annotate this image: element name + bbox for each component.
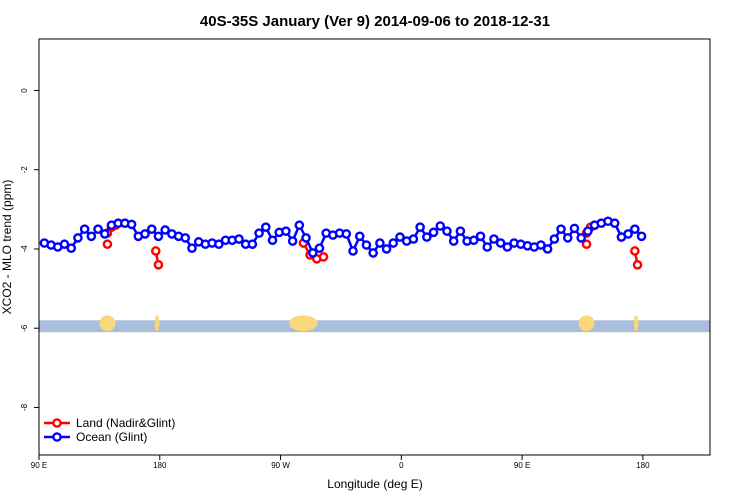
data-point <box>475 231 486 242</box>
data-point <box>187 243 197 253</box>
data-point <box>569 223 580 234</box>
data-point <box>542 244 553 254</box>
data-point <box>636 231 647 242</box>
data-point <box>294 220 305 231</box>
data-point <box>609 218 620 229</box>
data-point <box>556 224 566 234</box>
data-point <box>318 252 329 262</box>
data-point <box>307 248 318 258</box>
x-tick-label: 0 <box>399 461 404 470</box>
data-point <box>66 243 77 253</box>
data-point <box>126 219 137 230</box>
data-point <box>102 239 113 250</box>
land-patch <box>154 315 160 332</box>
data-point <box>442 226 452 236</box>
data-point <box>79 224 90 234</box>
data-point <box>153 231 164 242</box>
data-point <box>422 232 432 242</box>
data-point <box>448 236 459 246</box>
y-tick-label: -4 <box>20 245 29 253</box>
data-point <box>153 260 164 270</box>
data-point <box>160 225 170 235</box>
data-point <box>146 224 157 234</box>
data-point <box>73 233 83 243</box>
data-point <box>395 232 405 242</box>
land-patch <box>288 315 318 332</box>
data-point <box>630 224 640 234</box>
data-point <box>388 238 399 248</box>
data-point <box>99 229 110 239</box>
data-point <box>361 240 372 250</box>
data-point <box>581 239 592 250</box>
y-axis-label: XCO2 - MLO trend (ppm) <box>0 180 14 315</box>
data-point <box>260 222 271 232</box>
land-patch <box>578 315 595 332</box>
legend-swatch-marker <box>52 432 62 442</box>
x-tick-label: 90 E <box>514 461 530 470</box>
land-patch <box>633 315 639 332</box>
plot-frame <box>38 38 711 456</box>
data-point <box>150 246 161 256</box>
data-point <box>482 242 493 252</box>
land-band <box>39 315 710 333</box>
data-point <box>495 238 506 248</box>
data-point <box>281 226 291 236</box>
data-point <box>267 235 278 246</box>
data-point <box>254 228 264 238</box>
data-point <box>489 234 499 244</box>
data-point <box>368 248 378 258</box>
y-tick-label: 0 <box>20 88 29 93</box>
data-point <box>576 233 586 243</box>
data-point <box>59 239 70 250</box>
data-point <box>247 239 258 250</box>
data-point <box>381 244 392 254</box>
data-point <box>435 221 446 231</box>
data-point <box>314 243 325 253</box>
x-tick-label: 180 <box>636 461 650 470</box>
data-point <box>354 231 365 242</box>
data-point <box>375 238 385 248</box>
x-tick-label: 180 <box>153 461 167 470</box>
data-point <box>455 226 466 236</box>
legend-label: Land (Nadir&Glint) <box>76 416 175 430</box>
data-point <box>214 239 224 250</box>
data-point <box>287 236 298 246</box>
data-point <box>348 246 358 256</box>
ocean-strip <box>39 320 710 333</box>
legend: Land (Nadir&Glint)Ocean (Glint) <box>44 416 175 444</box>
land-patch <box>99 315 116 332</box>
data-point <box>408 234 419 244</box>
data-point <box>469 235 479 246</box>
series-layer <box>39 216 647 270</box>
data-point <box>341 229 352 239</box>
data-point <box>93 224 103 234</box>
y-tick-label: -2 <box>20 166 29 174</box>
x-axis-label: Longitude (deg E) <box>327 477 422 491</box>
chart-title: 40S-35S January (Ver 9) 2014-09-06 to 20… <box>200 13 550 30</box>
data-point <box>86 231 97 242</box>
data-point <box>428 227 439 238</box>
data-point <box>562 233 573 243</box>
data-point <box>301 233 311 243</box>
data-point <box>536 240 546 250</box>
data-point <box>415 222 425 232</box>
data-point <box>549 234 560 244</box>
y-tick-label: -6 <box>20 324 29 332</box>
data-point <box>234 234 244 244</box>
data-point <box>502 242 513 252</box>
data-point <box>180 233 191 243</box>
data-point <box>632 260 643 270</box>
x-tick-label: 90 W <box>271 461 290 470</box>
data-point <box>583 226 593 236</box>
legend-swatch-marker <box>52 418 62 428</box>
x-tick-label: 90 E <box>31 461 47 470</box>
data-point <box>630 246 640 256</box>
data-point <box>140 229 150 239</box>
legend-label: Ocean (Glint) <box>76 430 147 444</box>
data-point <box>623 229 633 239</box>
y-tick-label: -8 <box>20 403 29 411</box>
axes: 90 E 180 90 W 0 90 E 180 0 -2 -4 -6 -8 <box>20 88 650 470</box>
